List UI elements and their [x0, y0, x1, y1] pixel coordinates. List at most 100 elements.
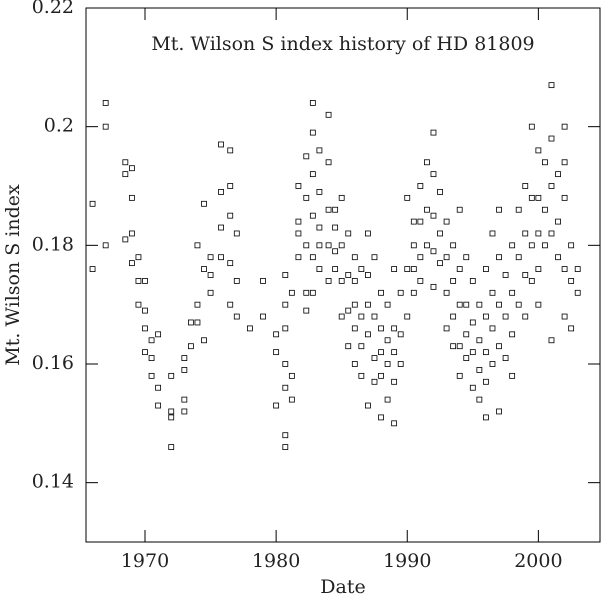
data-point [148, 337, 155, 344]
data-point [303, 194, 310, 201]
data-point [574, 289, 581, 296]
data-point [309, 129, 316, 136]
data-point [316, 224, 323, 231]
data-point [345, 343, 352, 350]
data-point [128, 230, 135, 237]
data-point [332, 206, 339, 213]
data-point [450, 278, 457, 284]
data-point [384, 396, 391, 403]
data-point [417, 278, 424, 284]
data-point [469, 384, 476, 391]
data-point [391, 349, 398, 356]
data-point [528, 194, 535, 201]
data-point [316, 266, 323, 272]
data-point [410, 218, 417, 225]
data-point [142, 349, 148, 356]
data-point [325, 278, 332, 284]
data-point [463, 254, 470, 261]
data-point [358, 266, 365, 272]
data-point [476, 337, 483, 344]
data-point [522, 183, 529, 189]
data-point [295, 183, 302, 189]
data-point [288, 372, 295, 379]
data-point [135, 278, 142, 284]
data-point [194, 319, 201, 326]
data-point [509, 242, 516, 249]
x-axis-label: Date [320, 576, 365, 598]
data-point [122, 236, 129, 243]
data-point [102, 242, 109, 249]
data-point [135, 254, 142, 261]
data-point [463, 331, 470, 338]
data-point [135, 301, 142, 308]
data-point [456, 266, 463, 272]
data-point [273, 349, 280, 356]
data-point [309, 171, 316, 178]
data-point [476, 301, 483, 308]
data-point [397, 361, 404, 367]
data-point [295, 254, 302, 261]
x-tick-label: 1980 [252, 550, 300, 572]
data-point [282, 384, 289, 391]
data-point [351, 254, 358, 261]
data-point [496, 343, 502, 350]
data-point [282, 272, 289, 278]
data-point [282, 325, 289, 332]
data-point [502, 355, 509, 361]
data-point [351, 301, 358, 308]
data-point [102, 123, 109, 130]
data-point [424, 206, 430, 213]
data-point [469, 278, 476, 284]
data-point [443, 254, 450, 261]
data-point [430, 171, 437, 178]
data-point [338, 313, 345, 320]
data-point [555, 254, 561, 261]
data-point [260, 313, 266, 320]
data-point [502, 272, 509, 278]
data-point [332, 266, 339, 272]
data-point [404, 194, 411, 201]
data-point [338, 242, 345, 249]
data-point [155, 331, 162, 338]
data-point [309, 289, 316, 296]
data-point [410, 242, 417, 249]
data-point [378, 289, 384, 296]
data-point [218, 141, 224, 148]
data-point [384, 361, 391, 367]
data-point [502, 313, 509, 320]
data-point [338, 194, 345, 201]
chart-title: Mt. Wilson S index history of HD 81809 [151, 33, 534, 55]
y-tick-label: 0.2 [44, 115, 74, 137]
data-point [181, 355, 188, 361]
data-point [227, 260, 234, 267]
data-point [351, 325, 358, 332]
data-point [89, 200, 96, 207]
data-point [489, 289, 496, 296]
data-point [128, 260, 135, 267]
data-point [325, 111, 332, 118]
y-tick-label: 0.14 [32, 471, 74, 493]
data-point [168, 372, 175, 379]
data-point [496, 206, 502, 213]
data-point [542, 242, 548, 249]
data-point [522, 313, 529, 320]
data-point [378, 325, 384, 332]
data-point [316, 147, 323, 154]
data-point [371, 254, 378, 261]
data-point [561, 266, 568, 272]
data-point [561, 194, 568, 201]
data-point [201, 266, 207, 272]
data-point [142, 307, 148, 314]
data-point [548, 337, 555, 344]
data-point [358, 343, 365, 350]
data-point [483, 349, 489, 356]
data-point [282, 361, 289, 367]
data-point [430, 248, 437, 255]
data-point [476, 396, 483, 403]
x-tick-label: 2000 [514, 550, 562, 572]
data-point [483, 266, 489, 272]
data-point [168, 414, 175, 421]
data-point [384, 301, 391, 308]
data-point [148, 355, 155, 361]
y-tick-label: 0.18 [32, 233, 74, 255]
